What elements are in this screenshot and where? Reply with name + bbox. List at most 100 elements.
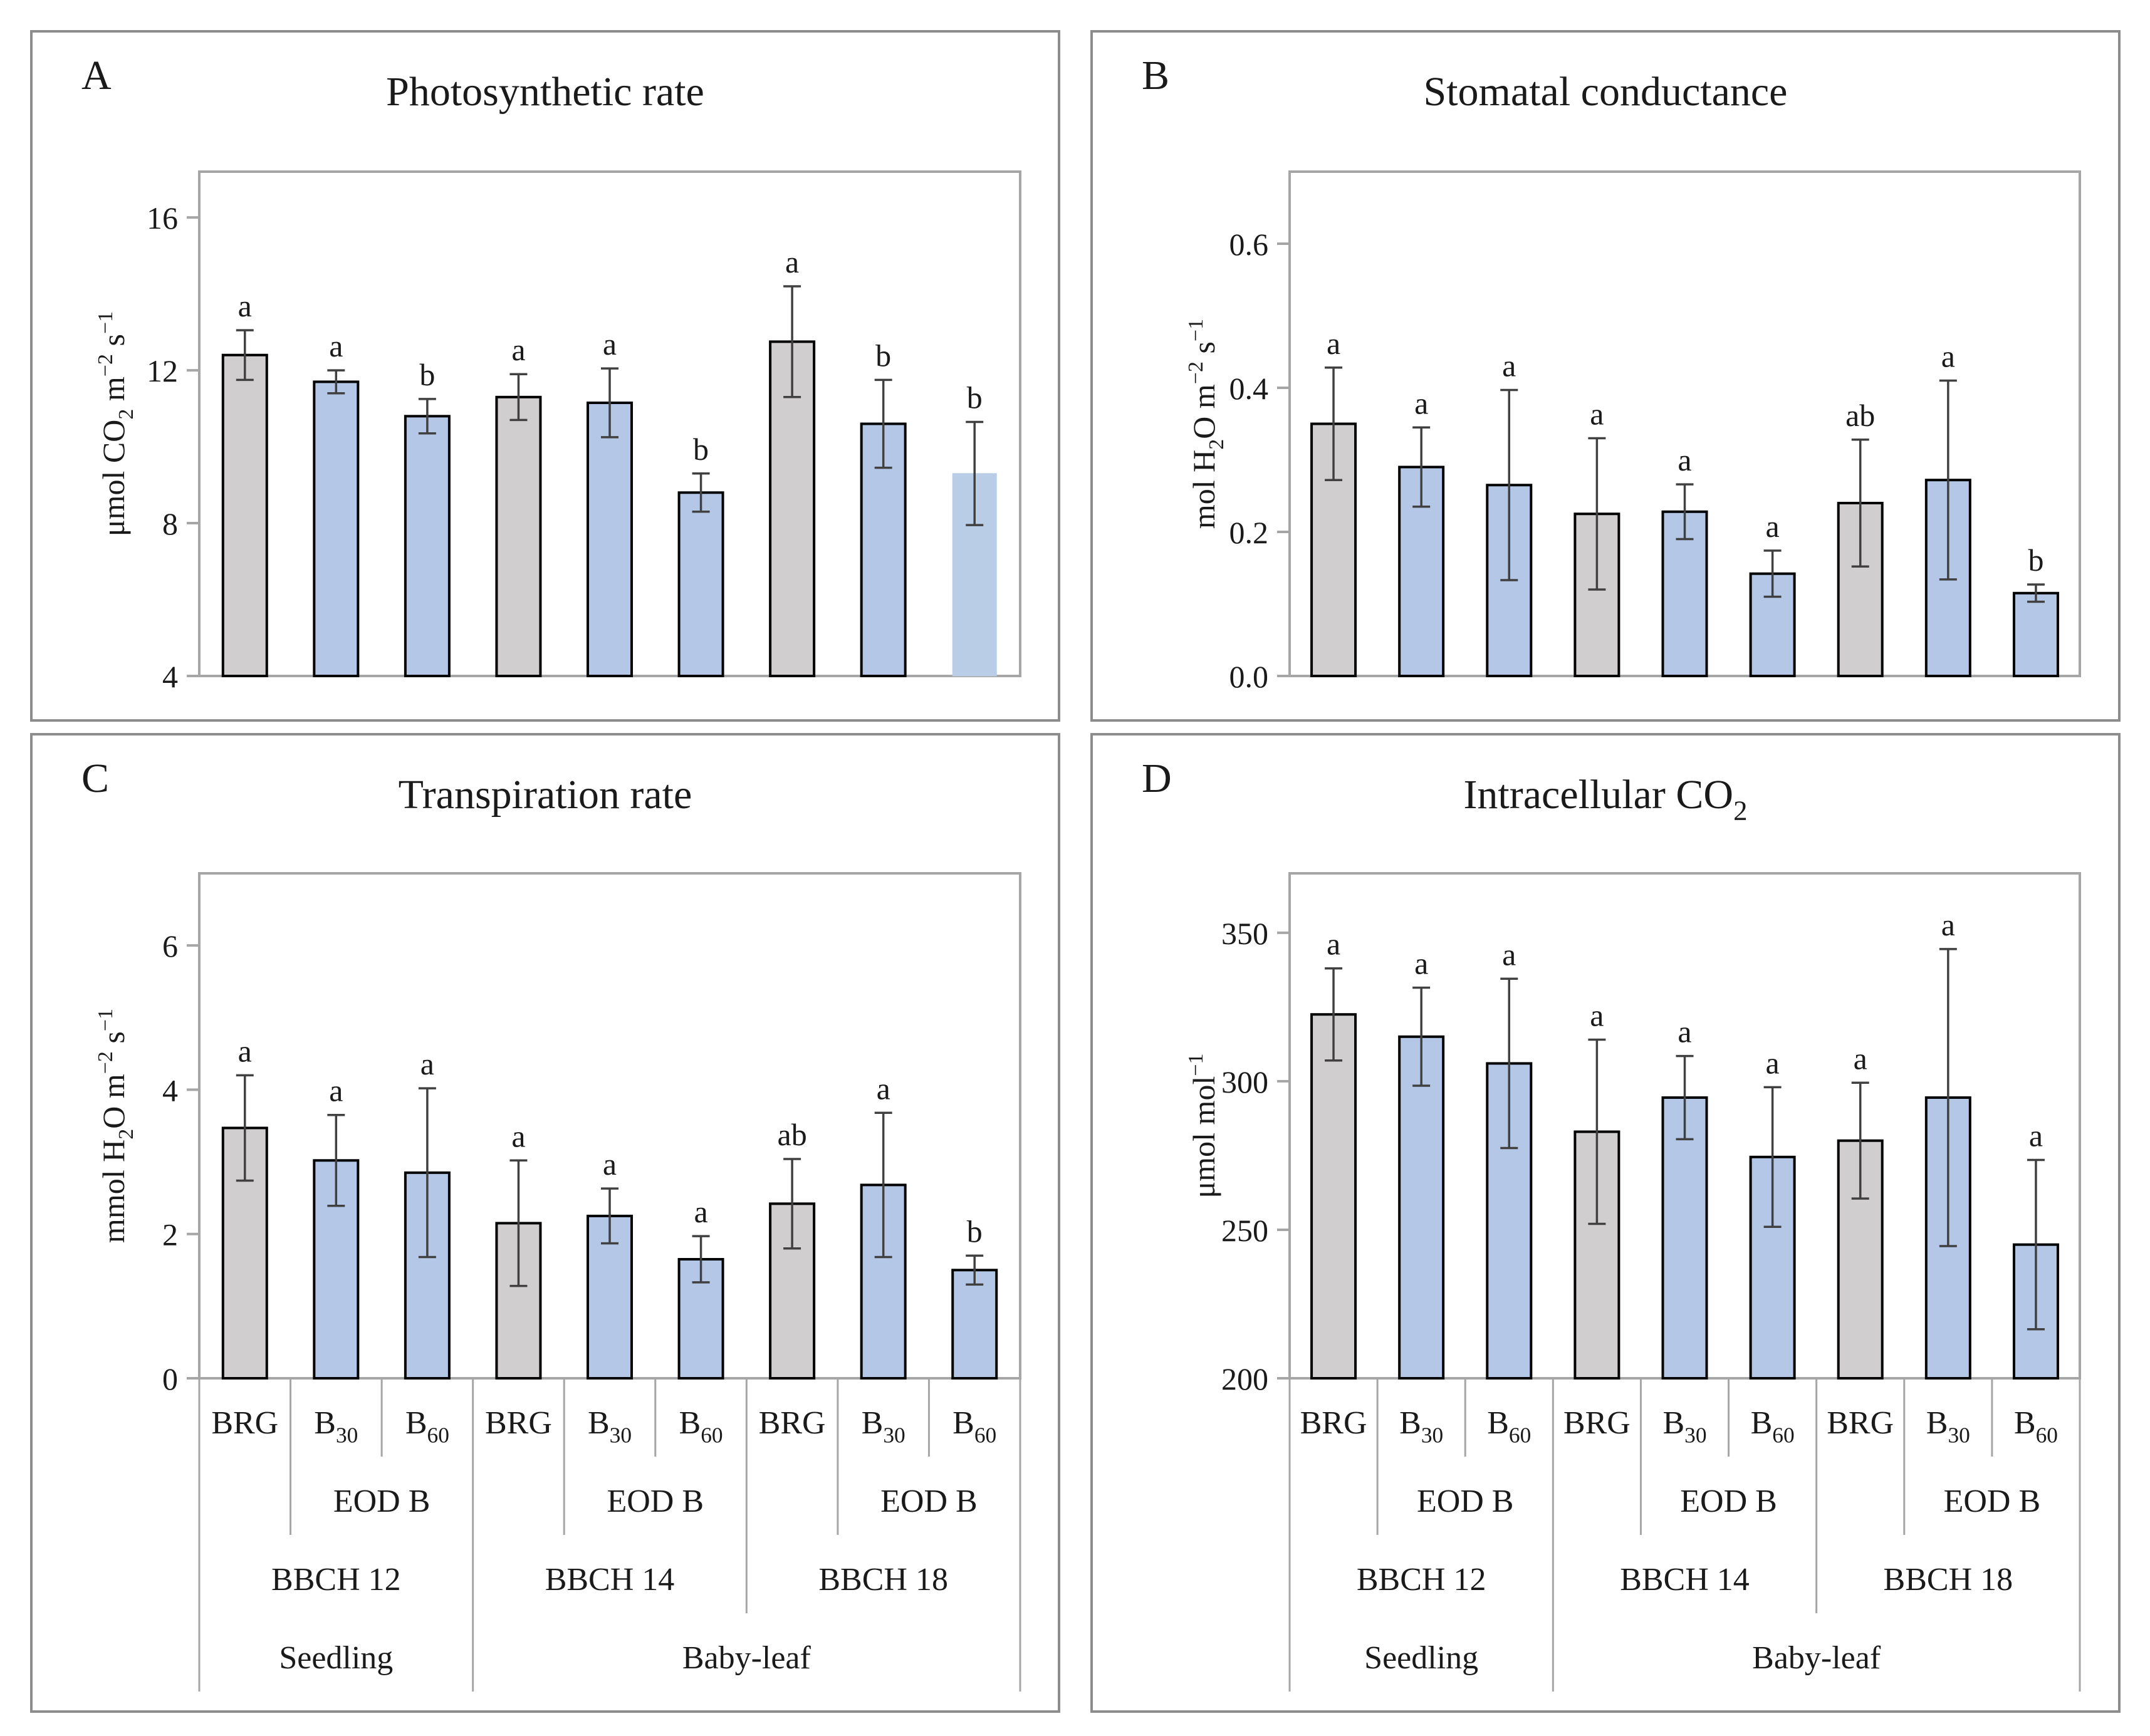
- significance-letter: a: [420, 1046, 434, 1081]
- y-tick-label: 300: [1221, 1064, 1268, 1099]
- phase-label: Seedling: [279, 1640, 393, 1676]
- y-tick-label: 0.0: [1229, 659, 1269, 694]
- significance-letter: a: [1854, 1041, 1867, 1076]
- bar: [2012, 591, 2059, 677]
- y-tick-label: 4: [162, 659, 178, 694]
- panel-letter: D: [1142, 756, 1172, 801]
- significance-letter: b: [2028, 543, 2043, 578]
- significance-letter: a: [1766, 509, 1780, 544]
- chart-title: Stomatal conductance: [1424, 69, 1788, 115]
- eod-label: EOD B: [1417, 1484, 1514, 1519]
- bar: [1310, 1013, 1357, 1380]
- category-label: B60: [679, 1405, 723, 1448]
- significance-letter: a: [603, 1146, 617, 1182]
- significance-letter: a: [1766, 1045, 1780, 1080]
- y-tick-label: 350: [1221, 916, 1268, 951]
- bar: [1661, 1096, 1708, 1380]
- significance-letter: a: [1414, 385, 1428, 420]
- chart-title: Transpiration rate: [399, 772, 692, 818]
- significance-letter: b: [967, 380, 983, 415]
- y-axis-label: mol H2O m−2 s−1: [1184, 319, 1228, 529]
- category-label: BRG: [211, 1405, 278, 1441]
- bar: [951, 1269, 998, 1380]
- eod-label: EOD B: [1944, 1484, 2041, 1519]
- panel-c: C Transpiration rate 0 2 4 6 mmol H2O m−2 s−1 a…: [30, 733, 1060, 1713]
- stage-label: BBCH 12: [1357, 1562, 1486, 1598]
- significance-letter: a: [511, 1118, 525, 1153]
- y-tick-label: 16: [147, 200, 178, 236]
- y-tick-label: 12: [147, 353, 178, 388]
- category-label: B60: [952, 1405, 996, 1448]
- significance-letter: a: [1678, 1014, 1691, 1049]
- chart-title: Photosynthetic rate: [386, 69, 704, 115]
- category-label: B30: [862, 1405, 905, 1448]
- y-axis-label: μmol CO2 m−2 s−1: [94, 311, 138, 536]
- significance-letter: a: [1327, 326, 1340, 361]
- significance-letter: a: [1941, 907, 1955, 942]
- category-label: B30: [1399, 1405, 1443, 1448]
- significance-letter: a: [1590, 397, 1604, 432]
- significance-letter: a: [1502, 937, 1516, 972]
- category-label: BRG: [1563, 1405, 1631, 1441]
- y-tick-label: 6: [162, 928, 178, 964]
- panel-letter: C: [81, 756, 109, 801]
- category-label: B30: [1926, 1405, 1970, 1448]
- category-label: B60: [405, 1405, 449, 1448]
- category-label: BRG: [759, 1405, 826, 1441]
- significance-letter: a: [238, 288, 252, 323]
- bar: [677, 491, 724, 677]
- bar: [587, 401, 633, 677]
- stage-label: BBCH 18: [1884, 1562, 2013, 1598]
- bar: [404, 415, 451, 677]
- y-tick-label: 200: [1221, 1361, 1268, 1396]
- stage-label: BBCH 14: [1620, 1562, 1750, 1598]
- significance-letter: ab: [778, 1117, 807, 1152]
- bar: [1398, 1035, 1445, 1380]
- panel-a: A Photosynthetic rate 4 8 12 16 μmol CO2 m−2 s…: [30, 30, 1060, 722]
- category-label: B60: [2014, 1405, 2058, 1448]
- x-axis: BRG B30 B60 BRG B30 B60 BRG B30 B60 EOD B EOD B EOD…: [198, 1378, 1021, 1692]
- significance-letter: a: [329, 1073, 343, 1108]
- significance-letter: b: [419, 357, 435, 392]
- category-label: BRG: [1300, 1405, 1367, 1441]
- category-label: B30: [588, 1405, 632, 1448]
- category-label: B30: [1662, 1405, 1706, 1448]
- stage-label: BBCH 12: [271, 1562, 401, 1598]
- significance-letter: a: [238, 1033, 252, 1068]
- significance-letter: a: [329, 328, 343, 363]
- y-tick-label: 0.4: [1229, 371, 1269, 406]
- y-tick-label: 8: [162, 506, 178, 541]
- eod-label: EOD B: [607, 1484, 704, 1519]
- phase-label: Baby-leaf: [682, 1640, 811, 1676]
- y-axis-label: μmol mol−1: [1184, 1053, 1221, 1198]
- y-axis-label: mmol H2O m−2 s−1: [94, 1009, 138, 1243]
- panel-letter: A: [81, 53, 112, 98]
- significance-letter: a: [785, 244, 799, 279]
- y-tick-label: 250: [1221, 1213, 1268, 1248]
- panel-d: D Intracellular CO2 200 250 300 350 μmol mol−1…: [1090, 733, 2121, 1713]
- bar: [221, 353, 268, 677]
- significance-letter: b: [693, 432, 709, 467]
- bar: [495, 395, 542, 677]
- eod-label: EOD B: [1680, 1484, 1777, 1519]
- category-label: B60: [1487, 1405, 1531, 1448]
- significance-letter: ab: [1845, 398, 1875, 433]
- y-tick-label: 4: [162, 1073, 178, 1108]
- significance-letter: b: [967, 1214, 983, 1249]
- significance-letter: a: [694, 1194, 707, 1229]
- stage-label: BBCH 18: [818, 1562, 948, 1598]
- significance-letter: a: [1590, 998, 1604, 1033]
- bar: [1310, 422, 1357, 677]
- significance-letter: a: [1327, 927, 1340, 962]
- eod-label: EOD B: [880, 1484, 978, 1519]
- x-axis: BRG B30 B60 BRG B30 B60 BRG B30 B60 EOD B EOD B EOD…: [1288, 1378, 2081, 1692]
- panel-letter: B: [1142, 53, 1169, 98]
- phase-label: Seedling: [1364, 1640, 1478, 1676]
- significance-letter: a: [603, 326, 617, 361]
- significance-letter: a: [877, 1071, 890, 1106]
- chart-title: Intracellular CO2: [1463, 772, 1747, 826]
- y-tick-label: 0: [162, 1361, 178, 1396]
- eod-label: EOD B: [333, 1484, 431, 1519]
- stage-label: BBCH 14: [545, 1562, 675, 1598]
